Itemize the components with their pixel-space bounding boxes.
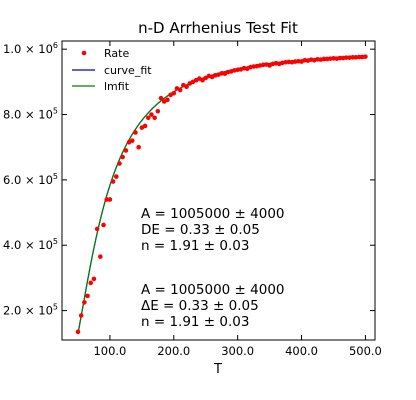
fit-annotation-line: n = 1.91 ± 0.03 <box>141 314 249 330</box>
rate-point <box>91 276 97 282</box>
rate-point <box>142 123 148 129</box>
rate-point <box>110 179 116 184</box>
x-tick-label: 100.0 <box>93 344 126 358</box>
rate-point <box>321 56 327 62</box>
plot-frame <box>61 40 376 341</box>
fit-annotation-line: DE = 0.33 ± 0.05 <box>141 222 260 238</box>
rate-point <box>343 55 349 60</box>
rate-point <box>129 138 135 143</box>
rate-point <box>78 313 84 318</box>
rate-point <box>107 197 113 202</box>
rate-point <box>82 300 87 305</box>
y-tick-label: 1.0 × 106 <box>3 41 58 56</box>
rate-point <box>136 144 141 150</box>
rate-point <box>88 280 94 286</box>
rate-point <box>155 108 161 114</box>
legend-marker-rate <box>81 50 87 56</box>
fit-annotation-line: ΔE = 0.33 ± 0.05 <box>141 298 259 314</box>
x-tick-label: 300.0 <box>221 344 254 358</box>
x-tick-label: 400.0 <box>285 344 318 358</box>
rate-point <box>120 154 125 160</box>
rate-point <box>152 115 157 121</box>
rate-point <box>145 115 151 121</box>
rate-point <box>158 95 164 101</box>
y-tick-label: 2.0 × 105 <box>3 303 58 318</box>
rate-point <box>104 197 110 202</box>
rate-point <box>75 329 81 335</box>
fit-annotation-line: A = 1005000 ± 4000 <box>141 282 285 298</box>
legend-label-rate: Rate <box>104 47 129 60</box>
rate-point <box>85 293 90 299</box>
rate-point <box>117 161 122 166</box>
rate-points <box>75 54 368 335</box>
rate-point <box>113 174 119 179</box>
rate-point <box>184 84 189 90</box>
rate-point <box>350 55 355 60</box>
y-axis: 2.0 × 105 4.0 × 105 6.0 × 105 8.0 × 105 1.0 … <box>3 41 375 318</box>
x-tick-label: 200.0 <box>157 344 190 358</box>
rate-point <box>101 222 106 228</box>
rate-point <box>149 112 154 117</box>
plot-area <box>61 40 376 341</box>
rate-point <box>165 97 170 103</box>
rate-point <box>200 77 205 83</box>
rate-point <box>177 87 183 93</box>
y-tick-label: 6.0 × 105 <box>3 172 58 187</box>
rate-point <box>94 226 100 232</box>
legend-label-curve-fit: curve_fit <box>104 64 152 77</box>
chart-title: n-D Arrhenius Test Fit <box>138 19 298 37</box>
legend-label-lmfit: lmfit <box>104 80 130 93</box>
rate-point <box>337 55 343 61</box>
x-axis-label: T <box>213 362 222 377</box>
y-tick-label: 8.0 × 105 <box>3 107 58 122</box>
rate-point <box>363 54 368 59</box>
fit-annotation-line: A = 1005000 ± 4000 <box>141 206 285 222</box>
y-tick-label: 4.0 × 105 <box>3 237 58 252</box>
x-tick-label: 500.0 <box>349 344 382 358</box>
rate-point <box>171 90 177 96</box>
legend: Rate curve_fit lmfit <box>72 47 152 93</box>
rate-point <box>98 254 103 259</box>
rate-point <box>123 148 129 153</box>
fit-annotation-line: n = 1.91 ± 0.03 <box>141 238 249 254</box>
x-axis: 100.0 200.0 300.0 400.0 500.0 <box>93 41 382 358</box>
rate-point <box>356 54 362 60</box>
rate-point <box>133 130 138 135</box>
